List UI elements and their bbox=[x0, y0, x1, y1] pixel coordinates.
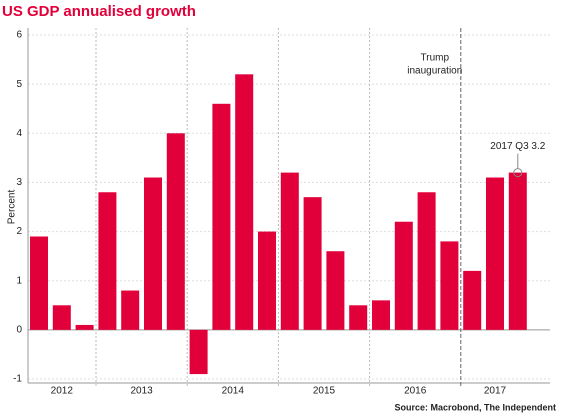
bar bbox=[98, 192, 117, 330]
bar bbox=[166, 133, 185, 330]
y-tick-label: 4 bbox=[16, 128, 22, 139]
bar bbox=[440, 241, 459, 330]
y-tick-label: 2 bbox=[16, 226, 22, 237]
x-tick-label: 2012 bbox=[51, 386, 74, 397]
x-tick-label: 2014 bbox=[222, 386, 245, 397]
bar bbox=[121, 290, 140, 330]
bar bbox=[189, 329, 208, 375]
bar bbox=[463, 270, 482, 330]
x-tick-label: 2015 bbox=[313, 386, 336, 397]
event-label: Trump bbox=[421, 53, 450, 64]
x-tick-label: 2017 bbox=[484, 386, 507, 397]
y-tick-label: 5 bbox=[16, 79, 22, 90]
bar bbox=[280, 172, 299, 330]
bar bbox=[417, 192, 436, 330]
point-marker bbox=[513, 168, 523, 178]
chart-title: US GDP annualised growth bbox=[2, 3, 196, 20]
bar bbox=[508, 172, 527, 330]
source: Source: Macrobond, The Independent bbox=[394, 402, 556, 412]
bar bbox=[372, 300, 390, 330]
bar bbox=[30, 236, 48, 330]
bar bbox=[52, 305, 71, 330]
bar bbox=[144, 177, 162, 330]
y-tick-label: 6 bbox=[16, 30, 22, 41]
bar bbox=[235, 74, 254, 330]
y-tick-label: 0 bbox=[16, 324, 22, 335]
y-tick-label: 1 bbox=[16, 275, 22, 286]
bar bbox=[75, 324, 94, 330]
bar bbox=[303, 197, 322, 330]
y-tick-label: 3 bbox=[16, 177, 22, 188]
x-tick-label: 2016 bbox=[404, 386, 427, 397]
bar bbox=[486, 177, 504, 330]
event-label: inauguration bbox=[407, 66, 462, 77]
bar bbox=[349, 305, 368, 330]
y-tick-label: -1 bbox=[13, 374, 22, 385]
bar bbox=[394, 221, 413, 330]
point-label: 2017 Q3 3.2 bbox=[490, 141, 545, 152]
y-axis-label: Percent bbox=[7, 190, 18, 225]
bar bbox=[258, 231, 276, 330]
x-tick-label: 2013 bbox=[130, 386, 153, 397]
bar bbox=[212, 103, 231, 330]
bar bbox=[326, 251, 345, 330]
